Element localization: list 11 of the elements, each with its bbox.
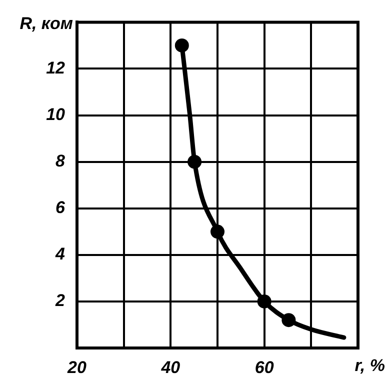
x-tick-label: 20 [66,358,87,377]
y-tick-label: 8 [56,152,66,171]
x-tick-label: 40 [160,358,181,377]
y-axis-title: R, ком [20,14,74,33]
x-axis-title: r, % [354,356,385,376]
y-tick-label: 6 [56,198,66,218]
y-tick-label: 10 [46,104,66,124]
y-tick-label: 2 [54,291,66,310]
y-tick-label: 12 [46,58,66,78]
y-tick-label: 4 [54,244,66,264]
x-tick-label: 60 [254,358,274,377]
